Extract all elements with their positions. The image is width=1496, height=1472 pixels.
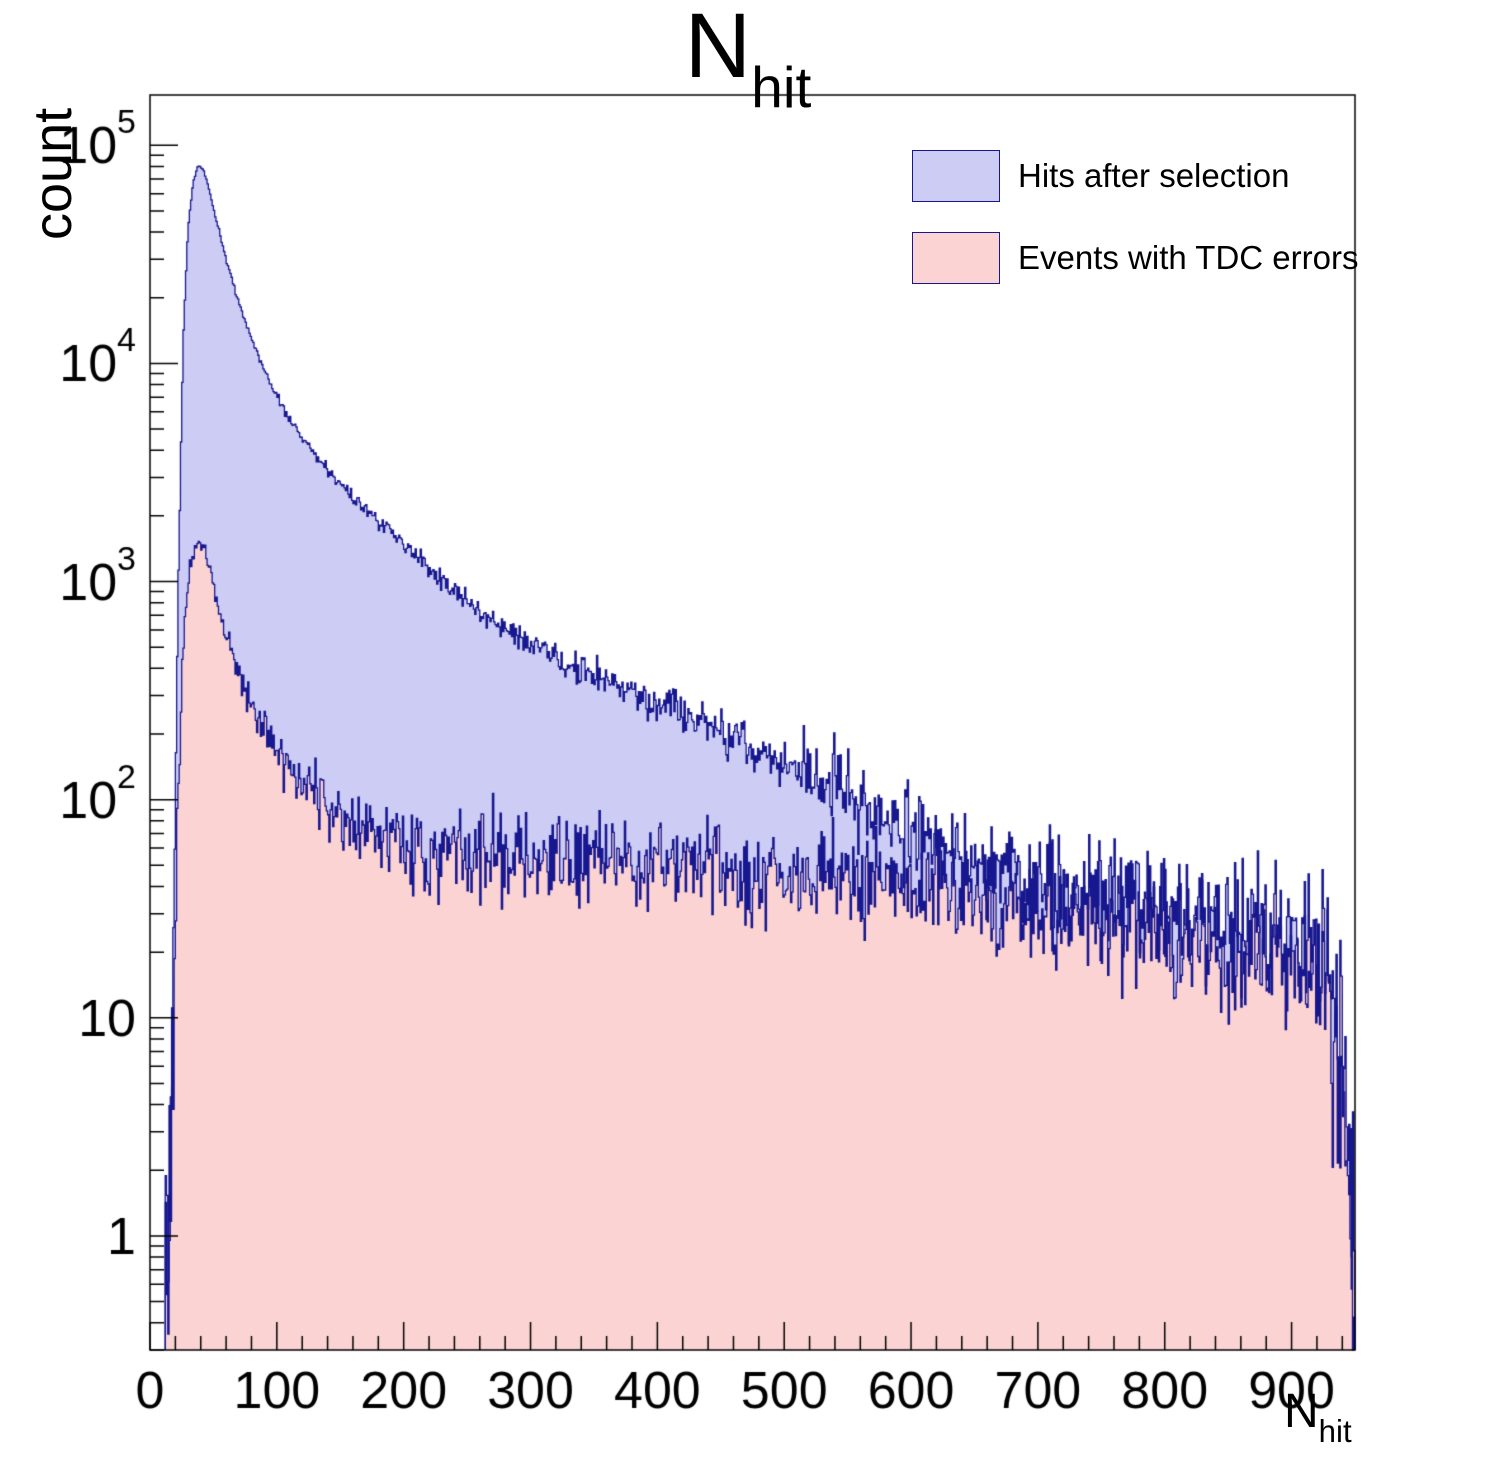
legend-label-hits-after-selection: Hits after selection: [1018, 157, 1290, 194]
x-axis-label: Nhit: [1284, 1384, 1352, 1450]
chart-title-main: N: [684, 0, 752, 97]
x-axis-label-main: N: [1284, 1385, 1319, 1438]
legend-swatch-pink-icon: [912, 232, 1000, 284]
legend-label-tdc-errors: Events with TDC errors: [1018, 239, 1359, 276]
legend: Hits after selection Events with TDC err…: [912, 150, 1358, 314]
chart-title-sub: hit: [751, 55, 812, 120]
legend-swatch-blue-icon: [912, 150, 1000, 202]
legend-entry-tdc-errors: Events with TDC errors: [912, 232, 1358, 284]
y-axis-label: count: [23, 107, 83, 240]
legend-entry-hits-after-selection: Hits after selection: [912, 150, 1358, 202]
x-axis-label-sub: hit: [1318, 1414, 1352, 1450]
chart-title: Nhit: [0, 0, 1496, 116]
